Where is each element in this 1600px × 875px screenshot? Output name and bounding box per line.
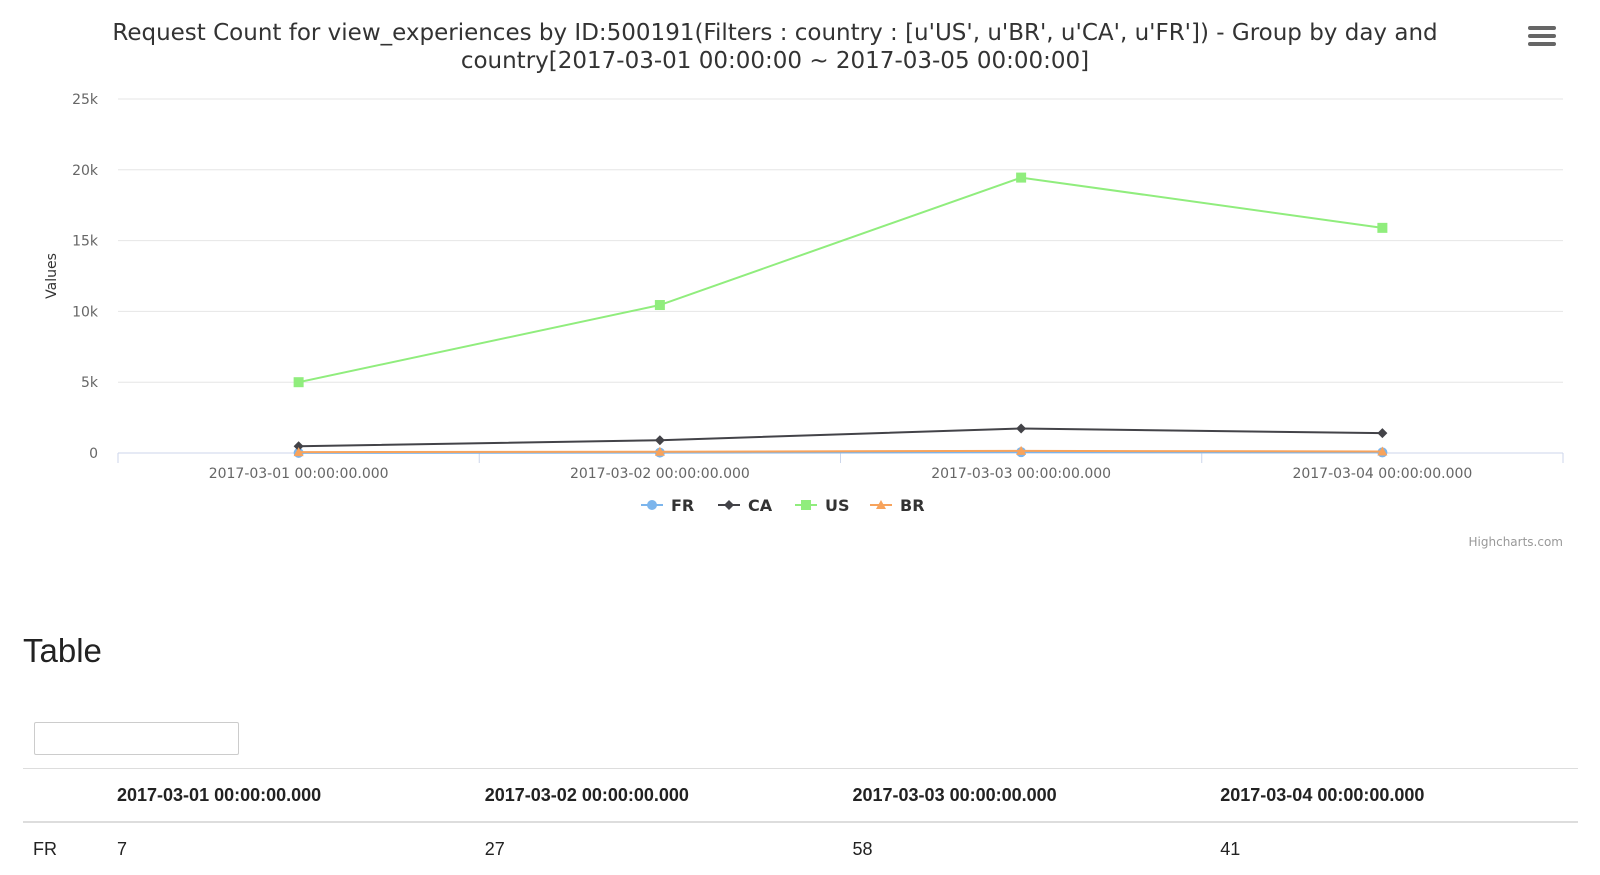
y-tick-label: 20k [72, 163, 99, 179]
series-group [293, 172, 1388, 458]
y-tick-label: 25k [72, 92, 99, 108]
y-tick-label: 10k [72, 304, 99, 320]
column-header[interactable]: 2017-03-02 00:00:00.000 [474, 768, 843, 823]
legend-label: BR [900, 496, 925, 515]
chart-menu-button[interactable] [1528, 26, 1556, 48]
legend-label: CA [748, 496, 773, 515]
series-line-br [298, 449, 1383, 454]
x-tick-label: 2017-03-04 00:00:00.000 [1292, 466, 1472, 482]
legend-item-fr[interactable]: FR [641, 496, 694, 515]
data-point-br[interactable] [293, 447, 304, 457]
column-header[interactable]: 2017-03-04 00:00:00.000 [1210, 768, 1578, 823]
table-body: FR 7 27 58 41 [23, 822, 1578, 875]
legend-item-us[interactable]: US [795, 496, 850, 515]
data-point-us[interactable] [654, 300, 665, 311]
data-point-ca[interactable] [654, 435, 665, 446]
table-cell: 58 [852, 838, 873, 859]
chart-title-line1: Request Count for view_experiences by ID… [112, 20, 1437, 46]
table-search-input[interactable] [34, 722, 239, 755]
table-cell: 7 [117, 838, 128, 859]
y-axis: 0 5k 10k 15k 20k 25k [72, 92, 99, 462]
y-tick-label: 0 [89, 446, 98, 462]
x-axis: 2017-03-01 00:00:00.000 2017-03-02 00:00:… [117, 452, 1564, 482]
data-point-ca[interactable] [1016, 423, 1027, 434]
series-ca [293, 423, 1388, 452]
chart-container: Request Count for view_experiences by ID… [44, 20, 1564, 549]
x-tick-label: 2017-03-02 00:00:00.000 [570, 466, 750, 482]
y-axis-title: Values [44, 253, 60, 299]
series-us [293, 172, 1388, 388]
data-table: 2017-03-01 00:00:00.000 2017-03-02 00:00:… [23, 768, 1578, 875]
hamburger-menu-icon [1528, 26, 1556, 30]
data-point-br[interactable] [654, 446, 665, 456]
legend-item-br[interactable]: BR [870, 496, 925, 515]
x-tick-label: 2017-03-01 00:00:00.000 [209, 466, 389, 482]
table-header-row: 2017-03-01 00:00:00.000 2017-03-02 00:00:… [23, 768, 1578, 823]
x-tick-label: 2017-03-03 00:00:00.000 [931, 466, 1111, 482]
chart-title-line2: country[2017-03-01 00:00:00 ~ 2017-03-05… [461, 48, 1089, 74]
legend-symbol [876, 500, 886, 509]
series-br [293, 445, 1388, 457]
legend-symbol [724, 500, 734, 510]
y-tick-label: 15k [72, 234, 99, 250]
data-point-us[interactable] [1377, 222, 1388, 233]
data-point-br[interactable] [1377, 446, 1388, 456]
table-heading: Table [23, 632, 102, 669]
series-line-ca [298, 427, 1383, 448]
data-point-us[interactable] [1016, 172, 1027, 183]
legend-item-ca[interactable]: CA [718, 496, 773, 515]
data-point-us[interactable] [293, 377, 304, 388]
legend-symbol [801, 500, 811, 510]
legend-label: FR [671, 496, 694, 515]
credits-link[interactable]: Highcharts.com [1469, 535, 1563, 549]
column-header[interactable]: 2017-03-03 00:00:00.000 [842, 768, 1211, 823]
legend: FR CA US BR [641, 496, 925, 515]
series-line-us [298, 176, 1383, 384]
table-row: FR 7 27 58 41 [23, 822, 1578, 875]
row-label: FR [33, 838, 57, 859]
data-point-br[interactable] [1016, 445, 1027, 455]
table-cell: 27 [484, 838, 505, 859]
column-header-label[interactable] [23, 768, 107, 823]
table-cell: 41 [1220, 838, 1241, 859]
data-point-ca[interactable] [293, 441, 304, 452]
line-chart: Request Count for view_experiences by ID… [44, 20, 1564, 549]
legend-symbol [647, 500, 657, 510]
legend-label: US [825, 496, 850, 515]
column-header[interactable]: 2017-03-01 00:00:00.000 [107, 768, 475, 823]
data-point-ca[interactable] [1377, 428, 1388, 439]
y-tick-label: 5k [81, 375, 99, 391]
